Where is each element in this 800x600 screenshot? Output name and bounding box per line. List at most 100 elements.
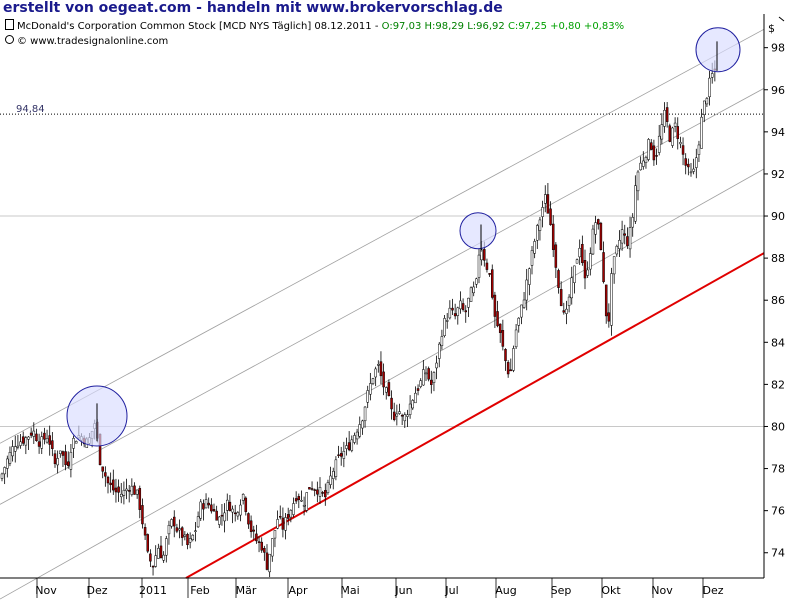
- candle-body: [194, 530, 197, 532]
- candle-body: [650, 142, 653, 150]
- candle-body: [586, 269, 589, 276]
- candle-body: [157, 548, 160, 559]
- y-tick-label: 92: [771, 168, 785, 181]
- candle-body: [265, 552, 269, 570]
- candle-body: [276, 519, 279, 529]
- candle-body: [279, 516, 282, 518]
- candle-body: [562, 310, 566, 313]
- candle-body: [231, 508, 234, 513]
- candle-body: [321, 492, 324, 494]
- candle-body: [578, 247, 581, 258]
- candle-body: [247, 513, 250, 525]
- candle-body: [379, 361, 383, 377]
- candle-body: [652, 145, 656, 161]
- candle-body: [687, 163, 690, 168]
- candle-body: [196, 516, 200, 528]
- grid: 94,84: [0, 104, 764, 427]
- candles: [0, 60, 717, 578]
- y-tick-label: 82: [771, 378, 785, 391]
- candle-body: [382, 371, 385, 388]
- candle-body: [403, 414, 407, 422]
- candle-body: [676, 126, 679, 139]
- candle-body: [353, 435, 356, 443]
- x-tick-label: Mär: [236, 584, 257, 597]
- candle-body: [361, 420, 364, 429]
- candle-body: [236, 512, 240, 517]
- candle-body: [488, 273, 491, 275]
- candle-body: [72, 438, 75, 449]
- candle-body: [162, 554, 165, 561]
- candle-body: [252, 529, 255, 532]
- candle-body: [512, 348, 515, 371]
- candle-body: [456, 307, 460, 316]
- candle-body: [112, 479, 115, 491]
- candle-body: [48, 435, 51, 445]
- instrument-name: McDonald's Corporation Common Stock [MCD…: [17, 21, 382, 32]
- candle-body: [663, 110, 666, 127]
- candle-body: [141, 505, 144, 525]
- candle-body: [297, 496, 301, 500]
- y-tick-label: 84: [771, 336, 785, 349]
- y-tick-label: 94: [771, 126, 785, 139]
- candle-body: [604, 284, 608, 317]
- candle-body: [294, 498, 298, 502]
- candle-body: [16, 445, 20, 448]
- candle-body: [517, 317, 520, 326]
- candle-body: [559, 289, 563, 307]
- candle-body: [318, 487, 322, 497]
- candle-body: [697, 144, 701, 155]
- candle-body: [14, 446, 17, 452]
- x-tick-label: Jul: [444, 584, 458, 597]
- candle-body: [69, 451, 73, 470]
- candle-body: [612, 256, 616, 275]
- y-tick-label: 78: [771, 463, 785, 476]
- candle-body: [660, 124, 664, 140]
- candle-body: [101, 466, 104, 472]
- candle-body: [673, 122, 677, 127]
- candle-body: [32, 430, 36, 437]
- ohl-values: O:97,03 H:98,29 L:96,92: [381, 21, 505, 32]
- candle-body: [117, 486, 120, 493]
- x-tick-label: Sep: [551, 584, 572, 597]
- candle-body: [122, 489, 126, 496]
- candle-body: [424, 372, 428, 375]
- candle-body: [127, 490, 131, 492]
- candle-body: [395, 413, 399, 417]
- y-tick-label: 88: [771, 252, 785, 265]
- candle-body: [271, 538, 274, 557]
- candle-body: [260, 541, 263, 551]
- candle-body: [671, 127, 674, 146]
- candle-body: [329, 475, 332, 485]
- candle-body: [599, 222, 603, 250]
- channel-line-1: [0, 9, 800, 444]
- candle-body: [472, 286, 475, 294]
- candle-body: [255, 533, 258, 542]
- candle-body: [443, 318, 446, 337]
- source-text: © www.tradesignalonline.com: [17, 36, 169, 47]
- candle-body: [689, 171, 693, 174]
- highlight-circle: [459, 212, 497, 250]
- candle-body: [35, 433, 38, 441]
- candle-body: [308, 487, 311, 490]
- candle-body: [414, 392, 417, 404]
- candle-body: [281, 517, 285, 530]
- y-axis-panel: [764, 0, 800, 600]
- copyright-icon: [5, 35, 14, 44]
- candle-body: [567, 296, 571, 306]
- candle-body: [133, 485, 136, 495]
- candle-body: [207, 502, 210, 506]
- channel-line-2: [0, 68, 800, 505]
- reference-line-label: 94,84: [16, 104, 45, 115]
- candle-body: [692, 168, 695, 172]
- candle-body: [302, 504, 306, 507]
- candle-body: [665, 107, 669, 122]
- candle-body: [138, 488, 142, 510]
- currency-label: $: [768, 22, 775, 35]
- candle-body: [469, 287, 473, 302]
- candle-body: [657, 135, 661, 153]
- candle-body: [557, 270, 560, 288]
- candle-body: [636, 171, 640, 192]
- candle-body: [419, 380, 422, 387]
- candle-body: [146, 534, 149, 552]
- candle-body: [451, 307, 454, 311]
